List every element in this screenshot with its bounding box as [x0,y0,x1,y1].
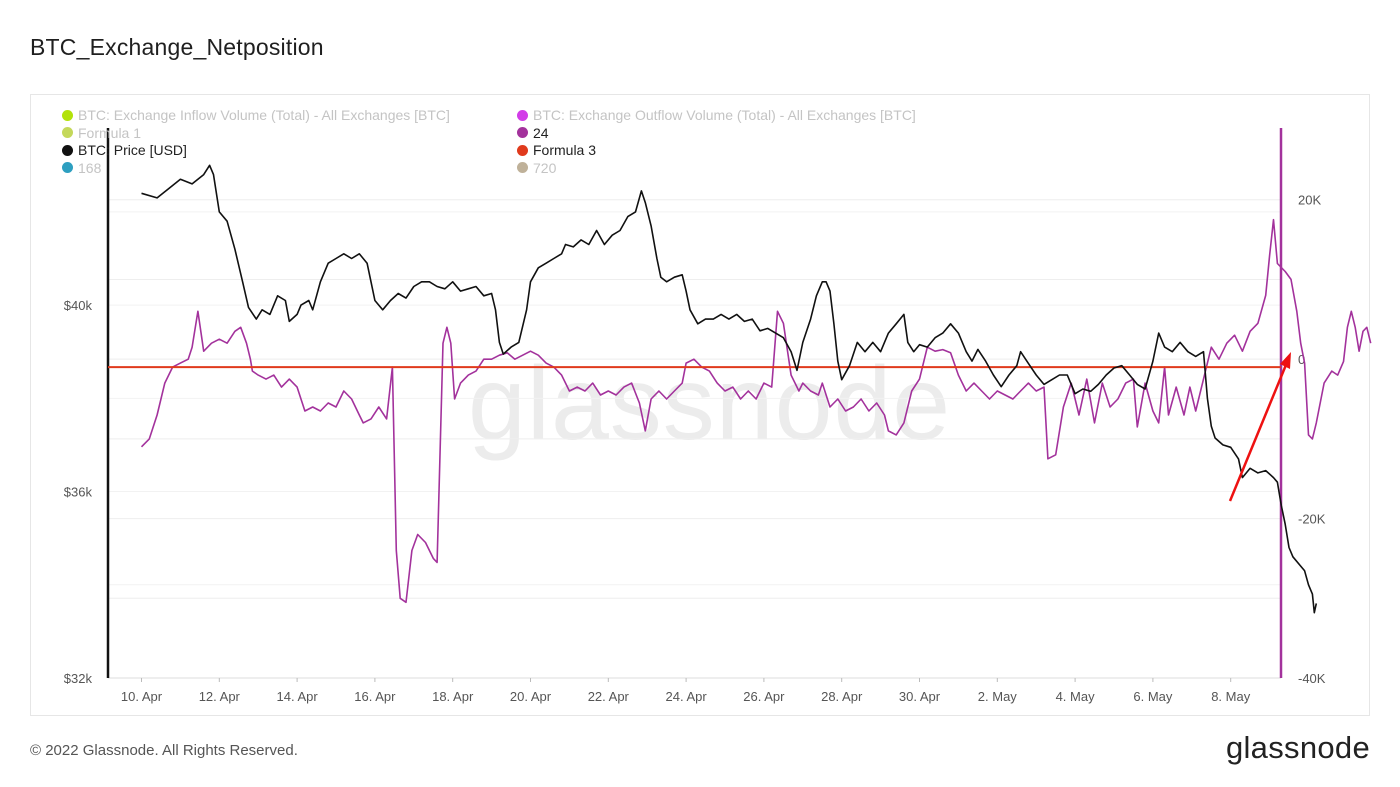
y-left-tick-label: $36k [64,485,93,500]
glassnode-watermark: glassnode [468,346,952,462]
annotation-arrow [1228,359,1290,502]
legend-label: Formula 3 [533,142,597,158]
x-tick-label: 2. May [978,689,1018,704]
legend-item[interactable]: BTC: Exchange Outflow Volume (Total) - A… [517,106,916,124]
y-left-tick-label: $32k [64,671,93,686]
x-tick-label: 4. May [1056,689,1096,704]
x-tick-label: 10. Apr [121,689,163,704]
x-tick-label: 18. Apr [432,689,474,704]
legend-item[interactable]: 24 [517,124,549,142]
legend-swatch-icon [517,127,528,138]
legend-label: BTC: Price [USD] [78,142,187,158]
x-tick-label: 22. Apr [588,689,630,704]
legend-swatch-icon [517,162,528,173]
legend-label: BTC: Exchange Inflow Volume (Total) - Al… [78,107,450,123]
legend-swatch-icon [517,144,528,156]
legend-label: BTC: Exchange Outflow Volume (Total) - A… [533,107,916,123]
legend-swatch-icon [62,162,73,173]
legend-item[interactable]: 168 [62,159,101,177]
legend-label: Formula 1 [78,124,142,141]
x-tick-label: 28. Apr [821,689,863,704]
x-tick-label: 26. Apr [743,689,785,704]
legend-label: 720 [533,159,557,176]
annotation-arrowhead [1280,352,1291,369]
legend-label: 24 [533,124,549,141]
x-tick-label: 8. May [1211,689,1251,704]
legend-item[interactable]: Formula 3 [517,141,596,159]
y-right-tick-label: 0 [1298,352,1305,367]
legend-swatch-icon [62,127,73,138]
legend-item[interactable]: 720 [517,159,556,177]
legend-swatch-icon [62,144,73,156]
x-tick-label: 30. Apr [899,689,941,704]
glassnode-logo: glassnode [1225,730,1370,765]
y-right-tick-label: -40K [1298,671,1326,686]
legend-item[interactable]: BTC: Exchange Inflow Volume (Total) - Al… [62,106,450,124]
x-tick-label: 6. May [1133,689,1173,704]
legend-item[interactable]: Formula 1 [62,124,141,142]
series-24-line [140,218,1372,604]
legend-swatch-icon [517,109,528,121]
x-tick-label: 14. Apr [276,689,318,704]
y-right-tick-label: 20K [1298,193,1321,208]
x-tick-label: 12. Apr [199,689,241,704]
chart-frame [30,94,1370,716]
y-left-tick-label: $40k [64,298,93,313]
copyright-footer: © 2022 Glassnode. All Rights Reserved. [30,742,298,759]
btc-price-line [141,164,1318,614]
x-tick-label: 20. Apr [510,689,552,704]
legend-label: 168 [78,159,102,176]
y-right-tick-label: -20K [1298,512,1326,527]
legend-swatch-icon [62,109,73,121]
x-tick-label: 24. Apr [665,689,707,704]
chart-title: BTC_Exchange_Netposition [30,34,324,60]
legend-item[interactable]: BTC: Price [USD] [62,141,187,159]
x-tick-label: 16. Apr [354,689,396,704]
